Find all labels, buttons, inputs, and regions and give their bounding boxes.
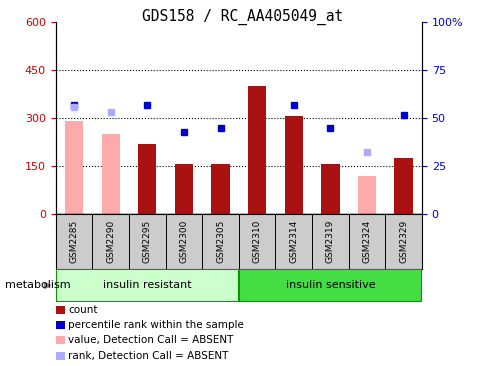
Text: GSM2324: GSM2324 [362, 220, 371, 263]
Bar [65, 121, 83, 214]
Text: GSM2305: GSM2305 [215, 220, 225, 263]
Text: GSM2290: GSM2290 [106, 220, 115, 263]
Bar [101, 134, 120, 214]
Text: count: count [68, 305, 98, 315]
Bar [174, 164, 193, 214]
Text: GSM2285: GSM2285 [69, 220, 78, 263]
Text: GSM2329: GSM2329 [398, 220, 408, 263]
Text: percentile rank within the sample: percentile rank within the sample [68, 320, 244, 330]
Text: GSM2314: GSM2314 [288, 220, 298, 263]
Text: insulin sensitive: insulin sensitive [285, 280, 375, 291]
Bar [138, 144, 156, 214]
Bar [211, 164, 229, 214]
Text: GSM2310: GSM2310 [252, 220, 261, 263]
Bar [284, 116, 302, 214]
Text: rank, Detection Call = ABSENT: rank, Detection Call = ABSENT [68, 351, 228, 361]
Bar [56, 269, 239, 302]
Bar [393, 158, 412, 214]
Text: insulin resistant: insulin resistant [103, 280, 191, 291]
Text: value, Detection Call = ABSENT: value, Detection Call = ABSENT [68, 335, 233, 346]
Bar [247, 86, 266, 214]
Bar [239, 269, 421, 302]
Text: GSM2300: GSM2300 [179, 220, 188, 263]
Text: GDS158 / RC_AA405049_at: GDS158 / RC_AA405049_at [142, 9, 342, 25]
Bar [320, 164, 339, 214]
Text: GSM2319: GSM2319 [325, 220, 334, 263]
Text: GSM2295: GSM2295 [142, 220, 151, 263]
Bar [357, 176, 376, 214]
Text: metabolism: metabolism [5, 280, 70, 291]
